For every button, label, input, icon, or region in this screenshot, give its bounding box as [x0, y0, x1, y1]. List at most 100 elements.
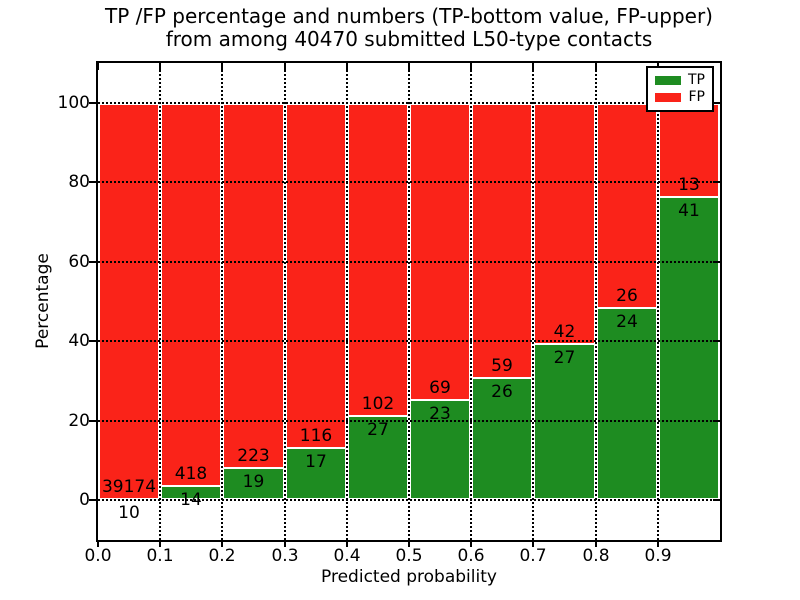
y-tick-label: 40 — [68, 331, 90, 352]
x-tick-mark-top — [595, 63, 597, 70]
bar-fp-count-label: 116 — [299, 426, 333, 447]
bar-fp-count-label: 102 — [361, 394, 395, 415]
bar-tp-count-label: 10 — [118, 503, 140, 524]
x-tick-mark-top — [470, 63, 472, 70]
chart-title-line2: from among 40470 submitted L50-type cont… — [165, 27, 653, 51]
bar-fp-segment — [409, 102, 471, 401]
y-tick-mark-right — [713, 101, 720, 104]
x-tick-label: 0.4 — [333, 546, 361, 566]
x-tick-mark — [221, 540, 223, 547]
x-tick-label: 0.9 — [644, 546, 672, 566]
y-tick-mark-right — [713, 499, 720, 502]
bar-tp-count-label: 27 — [553, 347, 576, 368]
bar-fp-segment — [533, 102, 596, 345]
legend-swatch-fp-icon — [655, 93, 681, 103]
x-axis-label: Predicted probability — [321, 567, 497, 587]
y-tick-label: 80 — [68, 172, 90, 193]
chart-title-line1: TP /FP percentage and numbers (TP-bottom… — [105, 4, 713, 28]
legend-swatch-tp-icon — [655, 75, 681, 85]
bar-tp-count-label: 24 — [616, 312, 638, 333]
bar-tp-count-label: 26 — [491, 381, 513, 402]
bar-fp-count-label: 26 — [616, 286, 638, 307]
x-tick-mark-top — [408, 63, 410, 70]
x-tick-label: 0.7 — [519, 546, 547, 566]
y-tick-mark — [89, 181, 96, 184]
x-tick-label: 0.5 — [395, 546, 423, 566]
bar-fp-count-label: 42 — [553, 321, 576, 342]
gridline-vertical — [284, 63, 286, 540]
bar-fp-segment — [160, 102, 222, 488]
chart-title: TP /FP percentage and numbers (TP-bottom… — [98, 5, 720, 51]
legend-item-fp: FP — [655, 90, 705, 105]
x-tick-label: 0.0 — [84, 546, 112, 566]
x-tick-mark-top — [221, 63, 223, 70]
x-tick-mark — [470, 540, 472, 547]
bar-fp-segment — [347, 102, 409, 418]
x-tick-mark — [97, 540, 99, 547]
x-tick-mark-top — [284, 63, 286, 70]
gridline-vertical — [532, 63, 534, 540]
legend: TP FP — [646, 66, 714, 112]
y-tick-mark — [89, 340, 96, 343]
x-tick-label: 0.8 — [582, 546, 610, 566]
y-tick-mark-right — [713, 181, 720, 184]
bar-fp-segment — [98, 102, 160, 501]
bar-tp-count-label: 14 — [180, 490, 202, 511]
x-tick-mark-top — [346, 63, 348, 70]
y-tick-mark-right — [713, 340, 720, 343]
legend-label-fp: FP — [688, 89, 706, 106]
x-tick-mark — [657, 540, 659, 547]
bar-tp-segment — [658, 198, 720, 501]
bar-fp-count-label: 39174 — [101, 477, 157, 498]
bar-tp-segment — [409, 400, 471, 501]
legend-item-tp: TP — [655, 71, 705, 88]
x-tick-label: 0.3 — [271, 546, 299, 566]
gridline-vertical — [408, 63, 410, 540]
x-tick-mark — [532, 540, 534, 547]
x-tick-label: 0.2 — [208, 546, 236, 566]
bar-tp-count-label: 41 — [678, 201, 700, 222]
bar-tp-segment — [222, 469, 285, 501]
gridline-vertical — [657, 63, 659, 540]
bar-fp-count-label: 418 — [174, 464, 208, 485]
y-tick-label: 0 — [79, 490, 90, 511]
x-tick-mark-top — [159, 63, 161, 70]
bar-tp-count-label: 19 — [242, 472, 265, 493]
x-tick-mark — [159, 540, 161, 547]
legend-label-tp: TP — [688, 71, 705, 88]
bar-tp-count-label: 27 — [367, 420, 389, 441]
y-tick-label: 20 — [68, 410, 90, 431]
y-tick-label: 60 — [68, 251, 90, 272]
y-tick-mark-right — [713, 260, 720, 263]
bar-fp-segment — [471, 102, 533, 379]
x-tick-mark-top — [532, 63, 534, 70]
x-tick-mark — [595, 540, 597, 547]
y-tick-mark — [89, 101, 96, 104]
y-tick-mark — [89, 419, 96, 422]
bar-tp-count-label: 23 — [429, 403, 451, 424]
bar-fp-segment — [285, 102, 347, 450]
bar-tp-segment — [347, 417, 409, 501]
bar-fp-count-label: 69 — [429, 377, 451, 398]
plot-area: 39174 10 418 14 223 19 116 17 102 27 69 23 59 26 42 27 2… — [58, 61, 722, 566]
bar-tp-segment — [285, 449, 347, 501]
gridline-vertical — [595, 63, 597, 540]
x-tick-mark — [284, 540, 286, 547]
y-tick-label: 100 — [57, 92, 90, 113]
x-tick-label: 0.6 — [457, 546, 485, 566]
y-tick-mark — [89, 499, 96, 502]
bar-fp-count-label: 13 — [678, 175, 700, 196]
bar-fp-count-label: 59 — [491, 355, 513, 376]
bar-tp-segment — [596, 309, 658, 501]
gridline-vertical — [346, 63, 348, 540]
y-tick-mark — [89, 260, 96, 263]
x-tick-label: 0.1 — [146, 546, 174, 566]
bar-tp-count-label: 17 — [305, 452, 327, 473]
x-tick-mark-top — [97, 63, 99, 70]
bar-fp-count-label: 223 — [237, 446, 270, 467]
gridline-vertical — [470, 63, 472, 540]
gridline-vertical — [221, 63, 223, 540]
y-tick-mark-right — [713, 419, 720, 422]
x-tick-mark — [408, 540, 410, 547]
